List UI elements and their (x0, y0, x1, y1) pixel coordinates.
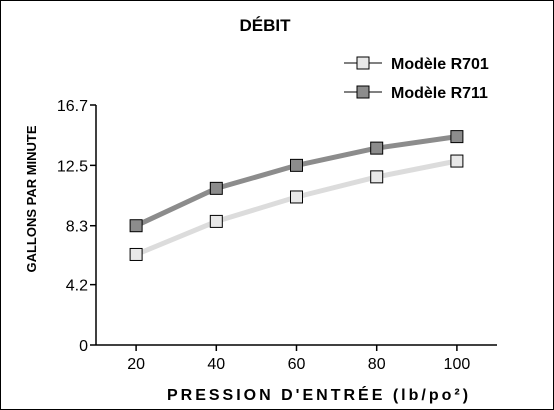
y-axis-label: GALLONS PAR MINUTE (24, 125, 39, 272)
y-tick-label: 0 (79, 338, 88, 355)
x-tick-label: 60 (288, 356, 306, 373)
data-point-1 (450, 154, 464, 168)
y-tick-label: 16.7 (57, 98, 88, 115)
data-point-2 (290, 158, 303, 172)
legend-label-1: Modèle R701 (391, 56, 489, 73)
legend-marker-1 (356, 56, 370, 70)
legend-marker-2 (356, 85, 370, 99)
x-tick-label: 40 (207, 356, 225, 373)
data-point-1 (370, 170, 384, 184)
x-tick-label: 20 (127, 356, 145, 373)
y-tick-label: 4.2 (66, 278, 88, 295)
x-tick-label: 100 (444, 356, 471, 373)
series-line-1 (135, 158, 458, 257)
x-tick-label: 80 (368, 356, 386, 373)
data-point-1 (129, 247, 143, 261)
y-tick-label: 8.3 (66, 219, 88, 236)
data-point-2 (450, 130, 464, 144)
data-point-1 (209, 214, 223, 228)
data-point-2 (370, 141, 384, 155)
y-tick-label: 12.5 (57, 158, 88, 175)
plot-area: 0 4.2 8.3 12.5 16.7 20 40 60 80 100 (57, 98, 497, 373)
x-axis-label: PRESSION D'ENTRÉE (lb/po²) (167, 385, 471, 404)
legend-label-2: Modèle R711 (391, 85, 488, 102)
data-point-2 (129, 219, 143, 233)
data-point-1 (290, 190, 303, 204)
chart-title: DÉBIT (240, 16, 292, 35)
series-line-2 (135, 134, 458, 228)
legend: Modèle R701 Modèle R711 (344, 56, 489, 102)
data-point-2 (209, 181, 223, 195)
